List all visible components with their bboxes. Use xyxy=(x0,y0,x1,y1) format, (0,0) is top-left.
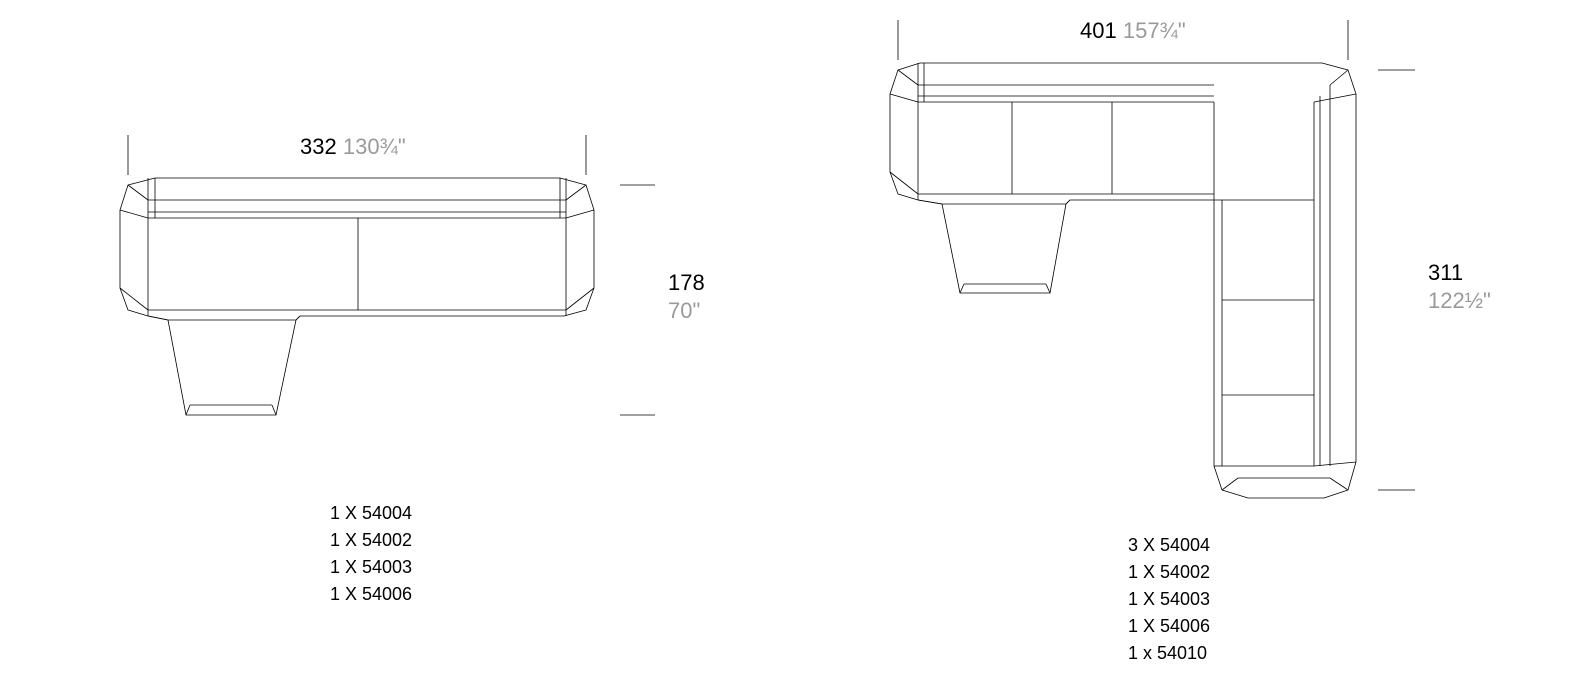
dim-cm: 401 xyxy=(1080,18,1117,43)
right-width-dim: 401 157¾" xyxy=(1080,18,1186,44)
part-line: 3 X 54004 xyxy=(1128,532,1210,559)
part-line: 1 x 54010 xyxy=(1128,640,1210,667)
part-line: 1 X 54002 xyxy=(1128,559,1210,586)
part-line: 1 X 54006 xyxy=(1128,613,1210,640)
dim-in: 157¾" xyxy=(1123,18,1186,43)
right-height-in: 122½" xyxy=(1428,288,1491,314)
spec-sheet: 332 130¾" 178 70" 1 X 54004 1 X 54002 1 … xyxy=(0,0,1573,686)
right-parts-list: 3 X 54004 1 X 54002 1 X 54003 1 X 54006 … xyxy=(1128,532,1210,667)
right-diagram xyxy=(0,0,1573,686)
right-height-cm: 311 xyxy=(1428,260,1463,286)
part-line: 1 X 54003 xyxy=(1128,586,1210,613)
